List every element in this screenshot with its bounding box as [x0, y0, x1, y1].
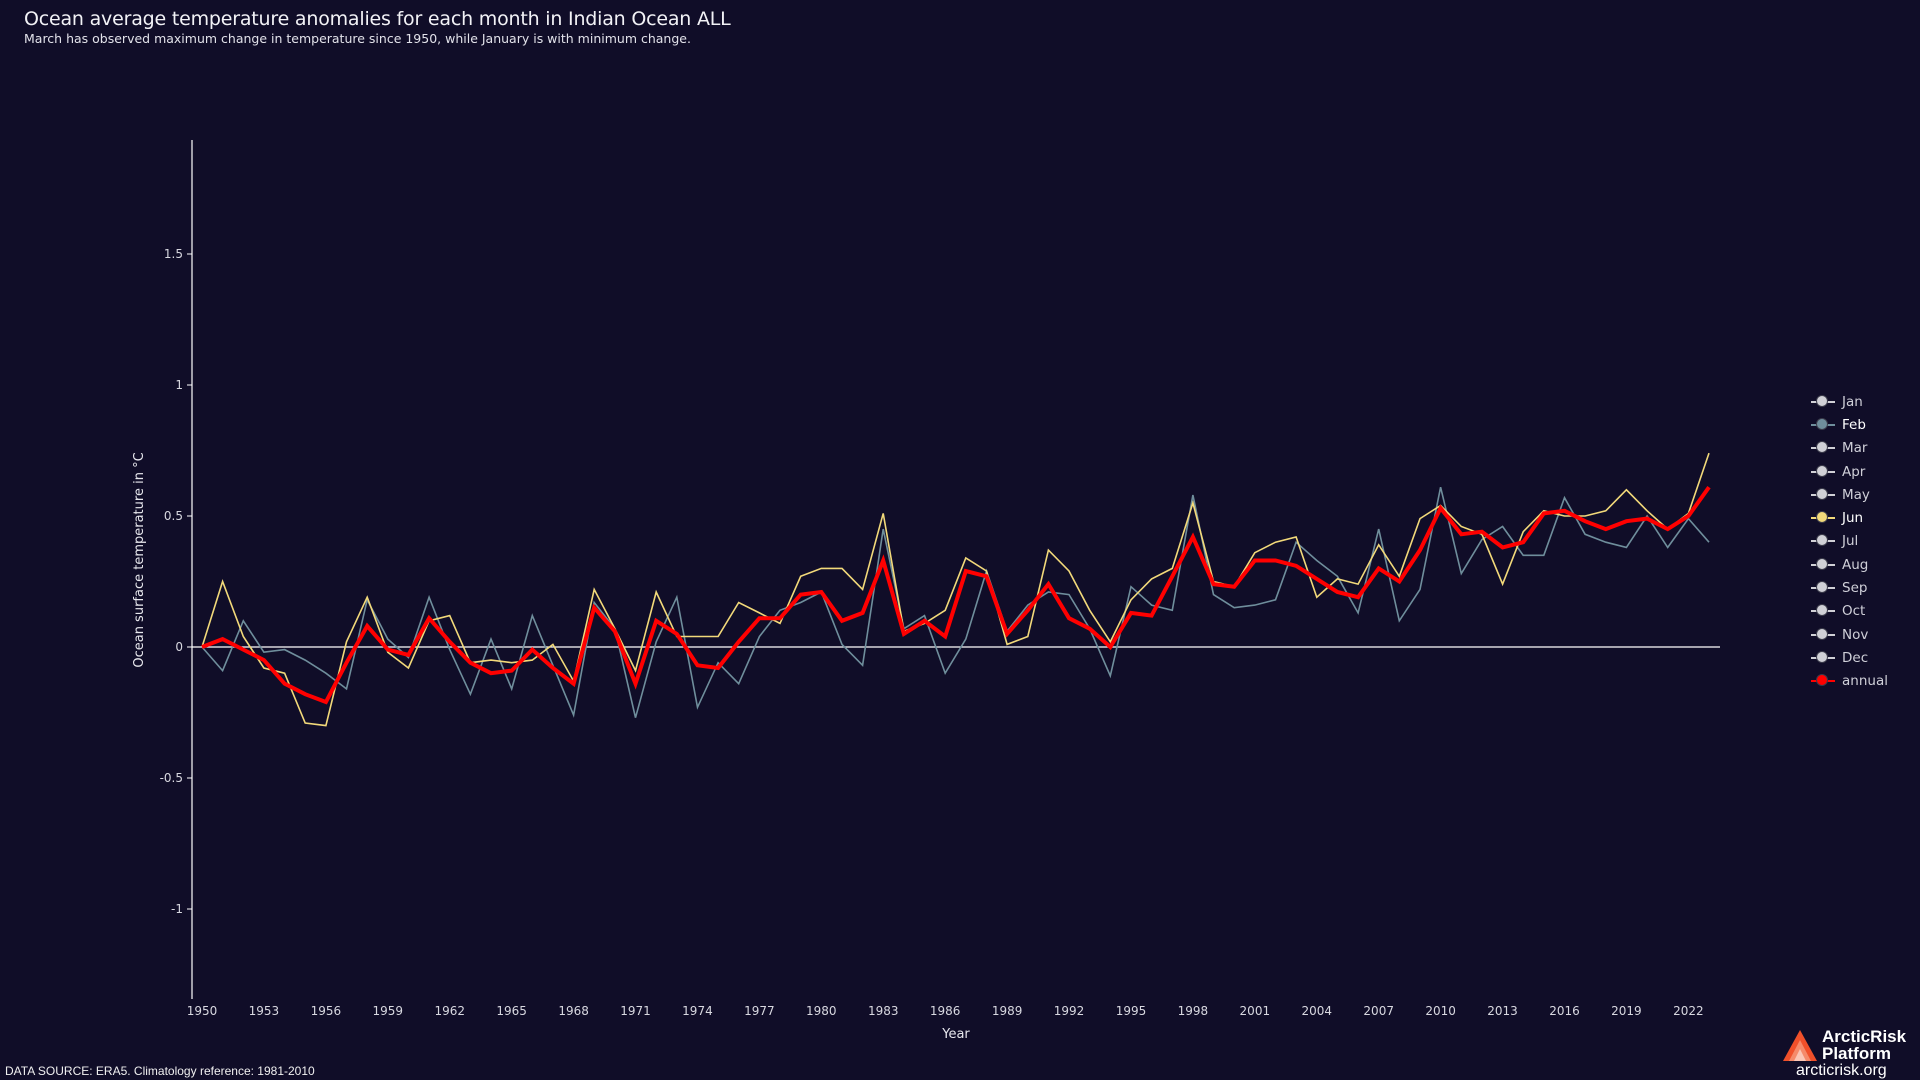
- logo-line-2: Platform: [1822, 1044, 1891, 1063]
- legend-item-dec[interactable]: Dec: [1810, 646, 1920, 669]
- x-tick-label: 1971: [620, 1004, 651, 1018]
- legend-label: Nov: [1842, 626, 1869, 643]
- legend-marker-icon: [1810, 441, 1836, 455]
- chart-subtitle: March has observed maximum change in tem…: [24, 31, 691, 46]
- series-line-feb[interactable]: [201, 487, 1710, 718]
- legend-label: annual: [1842, 673, 1888, 690]
- legend-item-oct[interactable]: Oct: [1810, 600, 1920, 623]
- arcticrisk-logo[interactable]: ArcticRisk Platform arcticrisk.org: [1780, 1028, 1920, 1080]
- legend-label: Feb: [1842, 416, 1866, 433]
- legend-item-mar[interactable]: Mar: [1810, 437, 1920, 460]
- x-tick-label: 1989: [992, 1004, 1023, 1018]
- x-tick-label: 1959: [373, 1004, 404, 1018]
- legend-marker-icon: [1810, 581, 1836, 595]
- legend-item-annual[interactable]: annual: [1810, 670, 1920, 693]
- legend-marker-icon: [1810, 417, 1836, 432]
- x-tick-label: 1950: [187, 1004, 218, 1018]
- y-tick-label: 1.5: [164, 247, 183, 261]
- legend-marker-icon: [1810, 487, 1836, 502]
- legend-marker-icon: [1810, 464, 1836, 479]
- legend-item-may[interactable]: May: [1810, 483, 1920, 506]
- x-tick-label: 2004: [1301, 1004, 1332, 1018]
- legend-marker-icon: [1810, 674, 1836, 688]
- x-tick-label: 2019: [1611, 1004, 1642, 1018]
- legend-label: Aug: [1842, 556, 1869, 573]
- x-tick-label: 1974: [682, 1004, 713, 1018]
- legend-marker-icon: [1810, 557, 1836, 572]
- y-tick-label: -1: [171, 902, 183, 916]
- legend-item-apr[interactable]: Apr: [1810, 460, 1920, 483]
- y-axis-label: Ocean surface temperature in °C: [132, 452, 147, 667]
- x-tick-label: 2007: [1363, 1004, 1394, 1018]
- legend-label: Mar: [1842, 440, 1868, 457]
- legend-item-jan[interactable]: Jan: [1810, 390, 1920, 413]
- logo-triangle-icon: [1783, 1030, 1817, 1061]
- legend-marker-icon: [1810, 650, 1836, 665]
- x-tick-label: 1992: [1054, 1004, 1085, 1018]
- legend-item-jul[interactable]: Jul: [1810, 530, 1920, 553]
- legend-item-aug[interactable]: Aug: [1810, 553, 1920, 576]
- series-line-annual[interactable]: [201, 486, 1711, 705]
- x-tick-label: 1956: [311, 1004, 342, 1018]
- x-tick-label: 1965: [496, 1004, 527, 1018]
- legend: Jan Feb Mar Apr May Jun Jul Aug Sep Oct Nov Dec annu…: [1810, 390, 1920, 693]
- chart-lines: [201, 452, 1711, 727]
- logo-wordmark: ArcticRisk Platform: [1822, 1028, 1906, 1062]
- x-tick-label: 1986: [930, 1004, 961, 1018]
- logo-line-1: ArcticRisk: [1822, 1027, 1907, 1046]
- x-tick-label: 2022: [1673, 1004, 1704, 1018]
- legend-marker-icon: [1810, 511, 1836, 525]
- y-tick-label: 0: [175, 640, 183, 654]
- legend-item-jun[interactable]: Jun: [1810, 506, 1920, 529]
- x-tick-label: 2010: [1425, 1004, 1456, 1018]
- legend-label: Apr: [1842, 463, 1866, 480]
- legend-item-feb[interactable]: Feb: [1810, 413, 1920, 436]
- chart-title: Ocean average temperature anomalies for …: [24, 8, 731, 30]
- legend-label: Jan: [1842, 393, 1863, 410]
- legend-label: Sep: [1842, 580, 1868, 597]
- x-tick-label: 2016: [1549, 1004, 1580, 1018]
- legend-label: Jul: [1842, 533, 1859, 550]
- legend-label: Dec: [1842, 649, 1869, 666]
- legend-item-sep[interactable]: Sep: [1810, 576, 1920, 599]
- legend-label: Oct: [1842, 603, 1866, 620]
- x-tick-label: 1953: [249, 1004, 280, 1018]
- y-tick-label: 1: [175, 378, 183, 392]
- data-source-note: DATA SOURCE: ERA5. Climatology reference…: [5, 1064, 315, 1078]
- legend-marker-icon: [1810, 394, 1836, 409]
- logo-url[interactable]: arcticrisk.org: [1796, 1062, 1887, 1079]
- chart-axes: -1 -0.5 0 0.5 1 1.5 1950 1953 1956 1959 1962 1965 19…: [160, 140, 1720, 1018]
- legend-marker-icon: [1810, 534, 1836, 548]
- x-tick-label: 1983: [868, 1004, 899, 1018]
- x-tick-label: 1995: [1116, 1004, 1147, 1018]
- x-tick-label: 1968: [558, 1004, 589, 1018]
- x-tick-label: 2013: [1487, 1004, 1518, 1018]
- legend-marker-icon: [1810, 627, 1836, 642]
- y-tick-label: -0.5: [160, 771, 183, 785]
- y-tick-label: 0.5: [164, 509, 183, 523]
- legend-label: May: [1842, 486, 1870, 503]
- legend-marker-icon: [1810, 604, 1836, 618]
- legend-item-nov[interactable]: Nov: [1810, 623, 1920, 646]
- x-tick-label: 1977: [744, 1004, 775, 1018]
- x-axis-label: Year: [941, 1027, 970, 1042]
- x-tick-label: 1962: [434, 1004, 465, 1018]
- legend-label: Jun: [1842, 510, 1864, 527]
- x-tick-label: 2001: [1240, 1004, 1271, 1018]
- x-tick-label: 1998: [1178, 1004, 1209, 1018]
- x-tick-label: 1980: [806, 1004, 837, 1018]
- series-line-jun[interactable]: [201, 452, 1710, 727]
